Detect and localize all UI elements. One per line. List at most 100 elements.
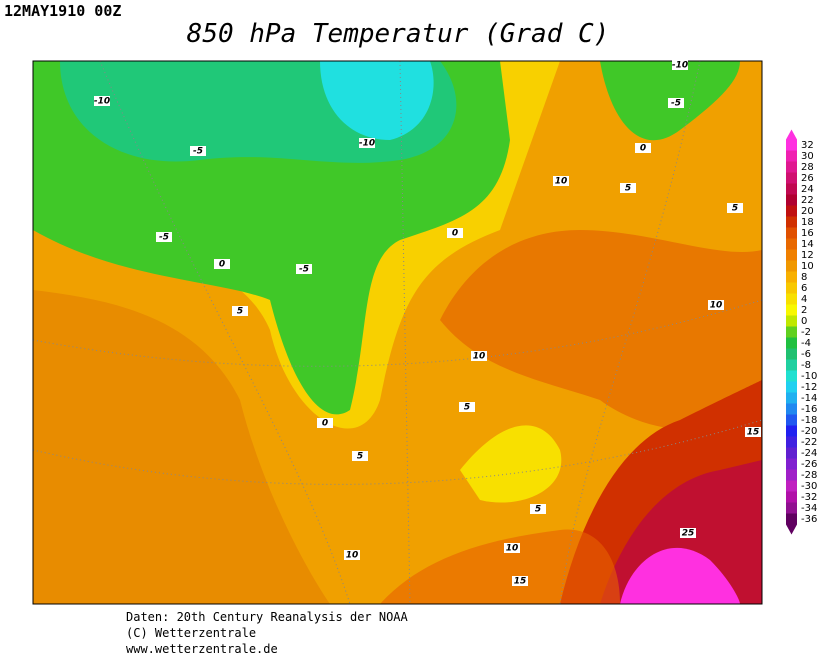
colorbar-segment [786,491,797,503]
contour-label: 5 [464,403,470,413]
label-box [344,550,360,560]
colorbar-segment [786,139,797,151]
colorbar-label: 6 [801,283,807,294]
contour-label: 5 [357,452,363,462]
colorbar-segment [786,392,797,404]
label-box [156,232,172,242]
colorbar-label: 28 [801,162,814,173]
footer: Daten: 20th Century Reanalysis der NOAA … [126,610,409,656]
field [33,290,330,604]
colorbar-segment [786,348,797,360]
label-box [504,543,520,553]
footer-line: Daten: 20th Century Reanalysis der NOAA [126,610,409,624]
colorbar-label: -16 [801,404,817,415]
colorbar-label: 22 [801,195,814,206]
colorbar-segment [786,249,797,261]
colorbar-segment [786,326,797,338]
colorbar-segment [786,513,797,525]
colorbar-label: 24 [801,184,814,195]
contour-label: 25 [682,529,695,539]
colorbar-label: 4 [801,294,807,305]
contour-label: 10 [710,301,723,311]
label-box [727,203,743,213]
label-box [635,143,651,153]
colorbar-label: -8 [801,360,811,371]
colorbar-label: 20 [801,206,814,217]
colorbar-label: 12 [801,250,814,261]
field [440,230,762,431]
colorbar-segment [786,458,797,470]
label-box [296,264,312,274]
contour-label: -5 [671,99,681,109]
colorbar-segment [786,359,797,371]
label-box [553,176,569,186]
graticule [33,61,762,604]
colorbar-segment [786,172,797,184]
contour-label: 0 [219,260,225,270]
colorbar-segment [786,216,797,228]
colorbar-segment [786,227,797,239]
label-box [708,300,724,310]
colorbar-segment [786,436,797,448]
contour-labels: -10 -5 -10 -10 -5 0 5 10 5 -5 0 -5 0 5 10 10 5 0 5 15 5 10 10 1… [94,60,761,587]
contour-label: 0 [452,229,458,239]
colorbar-label: 14 [801,239,814,250]
colorbar-label: -28 [801,470,817,481]
colorbar-segment [786,480,797,492]
colorbar-segment [786,403,797,415]
contour-label: 0 [322,419,328,429]
colorbar-label: -36 [801,514,817,525]
colorbar-segment [786,381,797,393]
label-box [745,427,761,437]
label-box [672,60,688,70]
label-box [620,183,636,193]
colorbar-arrow [786,524,797,535]
label-box [459,402,475,412]
colorbar-segment [786,293,797,305]
date: 12MAY1910 00Z [4,2,121,20]
colorbar-segment [786,337,797,349]
colorbar: 32302826242220181614121086420-2-4-6-8-10… [786,129,817,535]
contour-label: 0 [640,144,646,154]
colorbar-label: -18 [801,415,817,426]
field [620,547,740,604]
label-box [680,528,696,538]
colorbar-segment [786,150,797,162]
colorbar-segment [786,282,797,294]
colorbar-label: -12 [801,382,817,393]
colorbar-segment [786,260,797,272]
contour-label: 10 [473,352,486,362]
colorbar-segment [786,315,797,327]
colorbar-label: -6 [801,349,811,360]
colorbar-segment [786,194,797,206]
contour-label: -10 [359,139,375,149]
colorbar-label: 2 [801,305,807,316]
field [380,529,620,604]
colorbar-label: 26 [801,173,814,184]
colorbar-label: -34 [801,503,817,514]
label-box [359,138,375,148]
colorbar-label: -30 [801,481,817,492]
colorbar-label: -22 [801,437,817,448]
label-box [190,146,206,156]
colorbar-segment [786,205,797,217]
label-box [530,504,546,514]
contour-label: 5 [237,307,243,317]
contour-label: -5 [193,147,203,157]
contour-label: 5 [535,505,541,515]
field [460,425,562,503]
label-box [352,451,368,461]
title: 850 hPa Temperatur (Grad C) [187,19,610,49]
colorbar-label: 16 [801,228,814,239]
footer-line: (C) Wetterzentrale [126,626,256,640]
map [33,61,762,604]
colorbar-label: 32 [801,140,814,151]
label-box [317,418,333,428]
colorbar-segment [786,161,797,173]
contour-label: -10 [672,61,688,71]
contour-label: 10 [555,177,568,187]
colorbar-arrow [786,129,797,140]
label-box [447,228,463,238]
label-box [471,351,487,361]
